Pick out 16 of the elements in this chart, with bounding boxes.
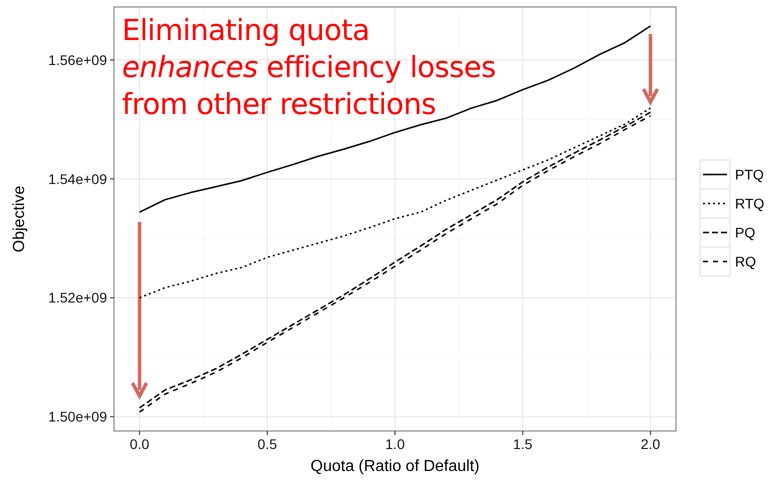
legend-label: PTQ: [735, 166, 764, 182]
y-tick-label: 1.56e+09: [48, 52, 108, 68]
y-tick-label: 1.54e+09: [48, 170, 108, 187]
x-tick-label: 1.0: [385, 436, 405, 452]
x-axis-title: Quota (Ratio of Default): [310, 458, 480, 475]
annotation: Eliminating quota enhances efficiency losses from other restrictions: [122, 13, 496, 121]
x-tick-label: 0.5: [258, 436, 278, 452]
x-tick-label: 1.5: [512, 436, 533, 452]
y-tick-label: 1.50e+09: [48, 408, 108, 425]
y-tick-label: 1.52e+09: [48, 290, 108, 306]
x-tick-label: 2.0: [640, 436, 660, 452]
legend-label: RTQ: [735, 195, 764, 212]
legend-label: PQ: [735, 224, 756, 240]
x-tick-label: 0.0: [130, 436, 150, 452]
y-axis-title: Objective: [11, 186, 28, 252]
legend-label: RQ: [735, 253, 756, 270]
